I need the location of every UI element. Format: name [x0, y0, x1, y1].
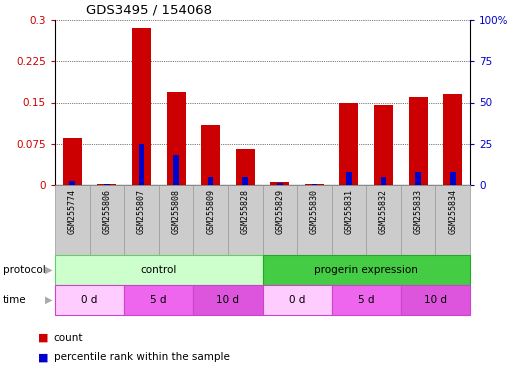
Bar: [132, 28, 151, 185]
Text: GSM255834: GSM255834: [448, 189, 457, 233]
Text: protocol: protocol: [3, 265, 45, 275]
Bar: [270, 182, 289, 185]
Bar: [63, 138, 82, 185]
Bar: [55, 255, 263, 285]
Text: GSM255831: GSM255831: [344, 189, 353, 233]
Text: count: count: [54, 333, 84, 343]
Text: 0 d: 0 d: [82, 295, 98, 305]
Text: GSM255833: GSM255833: [413, 189, 423, 233]
Bar: [208, 177, 213, 185]
Text: control: control: [141, 265, 177, 275]
Bar: [366, 185, 401, 255]
Bar: [415, 172, 421, 185]
Bar: [436, 185, 470, 255]
Text: GSM255828: GSM255828: [241, 189, 250, 233]
Bar: [242, 177, 248, 185]
Text: 5 d: 5 d: [150, 295, 167, 305]
Bar: [139, 144, 144, 185]
Text: 10 d: 10 d: [424, 295, 447, 305]
Bar: [167, 91, 186, 185]
Text: GSM255829: GSM255829: [275, 189, 284, 233]
Bar: [311, 184, 317, 185]
Bar: [443, 94, 462, 185]
Bar: [332, 185, 366, 255]
Bar: [159, 185, 193, 255]
Bar: [124, 185, 159, 255]
Bar: [401, 185, 436, 255]
Text: ■: ■: [38, 333, 49, 343]
Text: GSM255774: GSM255774: [68, 189, 77, 233]
Bar: [193, 185, 228, 255]
Bar: [346, 172, 352, 185]
Text: time: time: [3, 295, 26, 305]
Text: GSM255808: GSM255808: [171, 189, 181, 233]
Bar: [55, 285, 124, 315]
Text: percentile rank within the sample: percentile rank within the sample: [54, 352, 230, 362]
Text: 0 d: 0 d: [289, 295, 305, 305]
Text: GSM255806: GSM255806: [103, 189, 111, 233]
Text: 10 d: 10 d: [216, 295, 240, 305]
Text: ▶: ▶: [45, 295, 52, 305]
Text: GSM255809: GSM255809: [206, 189, 215, 233]
Bar: [297, 185, 332, 255]
Text: progerin expression: progerin expression: [314, 265, 418, 275]
Bar: [69, 181, 75, 185]
Bar: [340, 103, 359, 185]
Text: ▶: ▶: [45, 265, 52, 275]
Text: GSM255832: GSM255832: [379, 189, 388, 233]
Bar: [104, 184, 110, 185]
Bar: [263, 285, 332, 315]
Bar: [228, 185, 263, 255]
Bar: [90, 185, 124, 255]
Text: GDS3495 / 154068: GDS3495 / 154068: [86, 3, 212, 16]
Bar: [277, 182, 283, 185]
Bar: [332, 285, 401, 315]
Bar: [305, 184, 324, 185]
Bar: [381, 177, 386, 185]
Bar: [97, 184, 116, 185]
Bar: [173, 155, 179, 185]
Bar: [263, 185, 297, 255]
Bar: [401, 285, 470, 315]
Text: ■: ■: [38, 352, 49, 362]
Bar: [409, 97, 428, 185]
Text: 5 d: 5 d: [358, 295, 374, 305]
Bar: [450, 172, 456, 185]
Bar: [193, 285, 263, 315]
Bar: [55, 185, 90, 255]
Bar: [201, 124, 220, 185]
Bar: [235, 149, 255, 185]
Bar: [263, 255, 470, 285]
Text: GSM255830: GSM255830: [310, 189, 319, 233]
Bar: [374, 105, 393, 185]
Text: GSM255807: GSM255807: [137, 189, 146, 233]
Bar: [124, 285, 193, 315]
